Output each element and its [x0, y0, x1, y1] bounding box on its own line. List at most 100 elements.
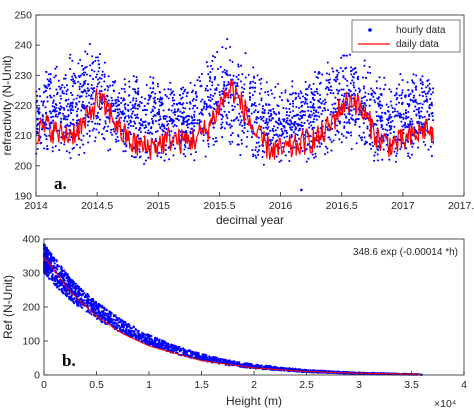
hourly-data-point: [372, 95, 375, 98]
profile-data-point: [153, 343, 157, 346]
hourly-data-point: [418, 114, 421, 117]
hourly-data-point: [227, 81, 230, 84]
hourly-data-point: [323, 103, 326, 106]
hourly-data-point: [151, 108, 154, 111]
profile-data-point: [100, 304, 104, 307]
profile-data-point: [165, 343, 168, 346]
profile-data-point: [65, 282, 68, 285]
hourly-data-point: [259, 82, 262, 85]
legend-box: [351, 19, 461, 53]
hourly-data-point: [427, 90, 430, 93]
hourly-data-point: [120, 101, 123, 105]
hourly-data-point: [344, 77, 347, 81]
hourly-data-point: [208, 112, 211, 115]
hourly-data-point: [134, 116, 137, 120]
hourly-data-point: [412, 94, 416, 97]
hourly-data-point: [223, 83, 226, 86]
hourly-data-point: [74, 105, 77, 108]
hourly-data-point: [355, 117, 359, 120]
hourly-data-point: [191, 107, 195, 110]
hourly-data-point: [79, 58, 82, 61]
hourly-data-point: [288, 159, 291, 163]
hourly-data-point: [183, 148, 186, 151]
hourly-data-point: [97, 131, 100, 134]
hourly-data-point: [97, 59, 100, 62]
hourly-data-point: [173, 93, 176, 96]
hourly-data-point: [430, 155, 433, 158]
hourly-data-point: [293, 120, 296, 124]
profile-data-point: [51, 273, 54, 276]
hourly-data-point: [390, 90, 393, 93]
hourly-data-point: [195, 95, 198, 99]
hourly-data-point: [430, 140, 434, 144]
hourly-data-point: [182, 153, 185, 156]
hourly-data-point: [370, 147, 373, 150]
hourly-data-point: [388, 128, 391, 131]
profile-data-point: [50, 275, 54, 278]
hourly-data-point: [360, 100, 363, 103]
hourly-data-point: [106, 94, 109, 97]
profile-data-point: [208, 359, 211, 362]
hourly-data-point: [252, 80, 255, 83]
hourly-data-point: [164, 93, 167, 96]
y-tick-label-b: 400: [22, 234, 40, 246]
hourly-data-point: [185, 124, 188, 127]
hourly-data-point: [251, 103, 254, 106]
hourly-data-point: [88, 134, 91, 138]
hourly-data-point: [342, 134, 345, 138]
hourly-data-point: [240, 142, 243, 145]
hourly-data-point: [300, 125, 303, 128]
profile-data-point: [265, 364, 268, 367]
hourly-data-point: [431, 114, 434, 118]
hourly-data-point: [49, 73, 52, 76]
hourly-data-point: [299, 111, 302, 114]
hourly-data-point: [237, 119, 240, 122]
hourly-data-point: [55, 88, 58, 91]
hourly-data-point: [124, 150, 127, 153]
hourly-data-point: [335, 88, 338, 91]
hourly-data-point: [373, 154, 376, 157]
hourly-data-point: [164, 144, 167, 147]
hourly-data-point: [145, 109, 149, 112]
hourly-data-point: [144, 113, 148, 116]
profile-data-point: [121, 319, 124, 323]
hourly-data-point: [169, 93, 172, 96]
profile-data-point: [223, 358, 226, 361]
profile-data-point: [250, 363, 253, 366]
y-tick-label-a: 240: [14, 40, 32, 52]
hourly-data-point: [227, 101, 230, 104]
hourly-data-point: [168, 158, 171, 161]
profile-data-point: [236, 361, 239, 364]
hourly-data-point: [265, 81, 268, 84]
hourly-data-point: [228, 59, 232, 62]
hourly-data-point: [398, 94, 401, 97]
hourly-data-point: [80, 139, 83, 142]
hourly-data-point: [51, 101, 54, 104]
hourly-data-point: [132, 110, 135, 113]
hourly-data-point: [76, 107, 80, 110]
hourly-data-point: [221, 90, 224, 93]
hourly-data-point: [104, 122, 107, 125]
hourly-data-point: [68, 124, 71, 127]
hourly-data-point: [401, 125, 404, 128]
hourly-data-point: [386, 118, 389, 121]
hourly-data-point: [220, 108, 223, 111]
profile-data-point: [77, 291, 80, 294]
hourly-data-point: [153, 106, 156, 109]
hourly-data-point: [358, 125, 361, 128]
hourly-data-point: [284, 89, 287, 92]
hourly-data-point: [373, 99, 376, 102]
hourly-data-point: [152, 105, 155, 108]
hourly-data-point: [130, 155, 133, 158]
hourly-data-point: [260, 99, 263, 102]
hourly-data-point: [263, 109, 266, 112]
profile-data-point: [66, 274, 69, 278]
hourly-data-point: [203, 102, 206, 105]
profile-data-point: [283, 367, 286, 370]
hourly-data-point: [338, 122, 341, 125]
hourly-data-point: [196, 107, 199, 110]
hourly-data-point: [92, 102, 95, 105]
hourly-data-point: [123, 78, 126, 81]
hourly-data-point: [260, 118, 263, 121]
